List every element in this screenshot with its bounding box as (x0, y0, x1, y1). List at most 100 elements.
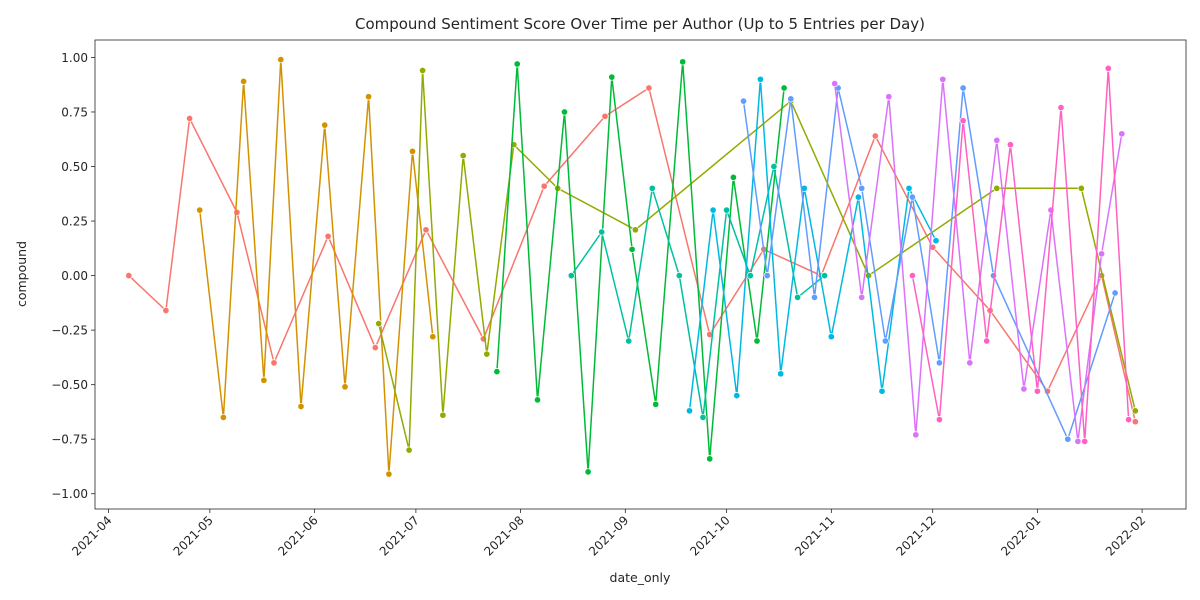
data-point (260, 376, 268, 384)
series-layer (125, 56, 1139, 478)
data-point (439, 411, 447, 419)
data-point (567, 272, 575, 280)
data-point (709, 206, 717, 214)
data-point (675, 272, 683, 280)
data-point (706, 455, 714, 463)
data-point (939, 75, 947, 83)
data-point (405, 446, 413, 454)
data-point (341, 383, 349, 391)
data-point (935, 359, 943, 367)
data-point (827, 333, 835, 341)
data-point (584, 468, 592, 476)
y-tick-label: −1.00 (51, 487, 88, 501)
data-point (1131, 418, 1139, 426)
data-point (483, 350, 491, 358)
data-point (821, 272, 829, 280)
data-point (753, 337, 761, 345)
data-point (277, 56, 285, 64)
series-line (377, 70, 1137, 451)
y-tick-label: −0.25 (51, 324, 88, 338)
data-point (240, 77, 248, 85)
data-point (533, 396, 542, 404)
data-point (385, 470, 393, 478)
data-point (959, 84, 967, 92)
data-point (196, 206, 204, 214)
data-point (881, 337, 889, 345)
data-point (787, 95, 795, 103)
data-point (375, 320, 383, 328)
data-point (885, 93, 893, 101)
series-line (198, 59, 434, 475)
data-point (1057, 104, 1065, 112)
data-point (459, 152, 467, 160)
data-point (270, 359, 278, 367)
data-point (625, 337, 633, 345)
data-point (1118, 130, 1126, 138)
y-axis: −1.00 −0.75 −0.50 −0.25 0.00 0.25 0.50 0.75 1.00 (51, 51, 95, 501)
plot-frame (94, 39, 1187, 510)
data-point (1020, 385, 1028, 393)
data-point (652, 400, 660, 408)
data-point (233, 208, 241, 216)
data-point (1125, 416, 1133, 424)
data-point (983, 337, 991, 345)
data-point (1131, 407, 1139, 415)
data-point (777, 370, 785, 378)
chart-title: Compound Sentiment Score Over Time per A… (355, 15, 925, 33)
data-point (966, 359, 974, 367)
y-tick-label: 0.00 (61, 269, 88, 283)
data-point (429, 333, 437, 341)
data-point (1077, 184, 1085, 192)
y-tick-label: 1.00 (61, 51, 88, 65)
data-point (912, 431, 920, 439)
series-line (911, 68, 1130, 442)
data-point (908, 272, 916, 280)
data-point (959, 117, 967, 125)
series-9 (908, 64, 1133, 445)
data-point (540, 182, 548, 190)
data-point (770, 162, 778, 171)
data-point (854, 193, 862, 201)
data-point (763, 272, 771, 280)
data-point (419, 66, 427, 75)
y-tick-label: 0.25 (61, 215, 88, 229)
data-point (858, 293, 866, 301)
series-5 (567, 162, 829, 421)
data-point (878, 387, 886, 395)
data-point (513, 60, 521, 68)
data-point (699, 413, 707, 421)
data-point (628, 245, 636, 253)
data-point (125, 272, 133, 280)
data-point (756, 75, 764, 83)
data-point (186, 114, 194, 123)
series-7 (739, 84, 1119, 443)
data-point (493, 368, 501, 376)
data-point (858, 184, 866, 192)
data-point (324, 232, 332, 240)
data-point (321, 121, 329, 129)
data-point (729, 173, 737, 181)
data-point (219, 413, 227, 421)
data-point (162, 306, 170, 315)
data-point (733, 392, 741, 400)
data-point (371, 344, 379, 352)
data-point (871, 132, 879, 140)
x-axis-title: date_only (610, 570, 671, 585)
data-point (810, 293, 819, 301)
data-point (1074, 437, 1082, 445)
data-point (908, 193, 916, 201)
data-point (631, 226, 639, 234)
data-point (685, 407, 694, 415)
data-point (905, 184, 913, 192)
data-point (648, 184, 656, 192)
data-point (1006, 141, 1014, 149)
data-point (598, 228, 606, 236)
data-point (1033, 387, 1041, 395)
series-6 (685, 75, 940, 415)
data-point (723, 206, 731, 214)
series-4 (493, 58, 788, 476)
y-tick-label: 0.50 (61, 160, 88, 174)
data-point (608, 73, 616, 81)
